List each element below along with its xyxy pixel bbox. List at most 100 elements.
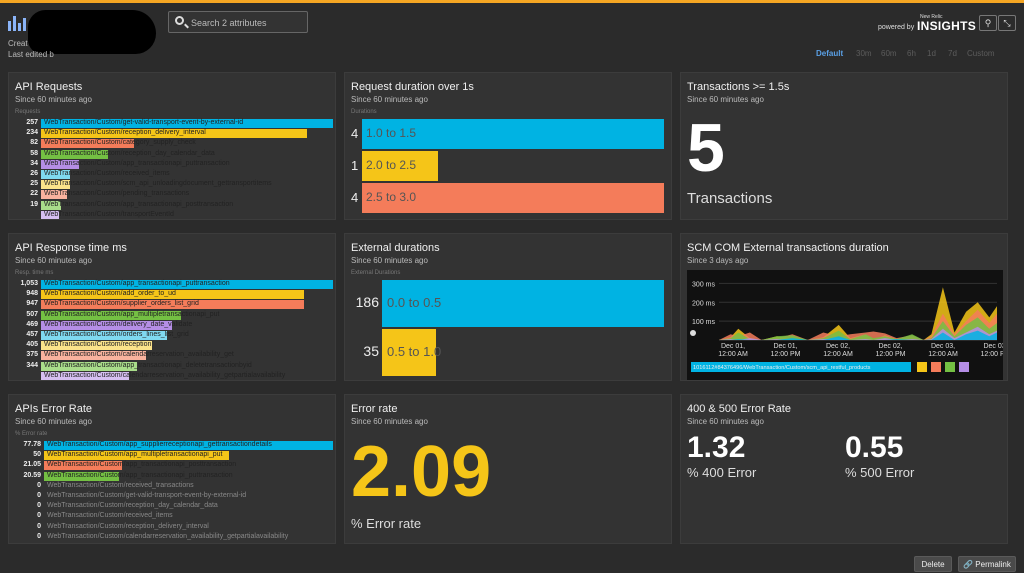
widget-400-500-error[interactable]: 400 & 500 Error Rate Since 60 minutes ag… — [680, 394, 1008, 544]
x-tick-label-time: 12:00 PM — [981, 351, 1003, 358]
dashboard-icon — [8, 13, 28, 31]
column-label: Durations — [351, 109, 377, 115]
time-option-custom[interactable]: Custom — [967, 49, 995, 58]
time-option-default[interactable]: Default — [816, 49, 844, 58]
list-item-bar — [41, 351, 147, 361]
time-option-1d[interactable]: 1d — [927, 49, 936, 58]
area-series — [719, 330, 997, 340]
list-item-bar — [41, 159, 79, 169]
list-item-label: WebTransaction/Custom/app_transactionapi… — [44, 200, 234, 208]
list-item-bar — [41, 190, 68, 200]
attribute-search[interactable] — [168, 11, 308, 33]
list-item-value: 1,053 — [20, 280, 38, 287]
duration-range-label: 0.0 to 0.5 — [387, 295, 442, 310]
list-item-label: WebTransaction/Custom/reception_delivery… — [47, 522, 209, 530]
widget-api-response-time[interactable]: API Response time ms Since 60 minutes ag… — [8, 233, 336, 381]
time-option-6h[interactable]: 6h — [907, 49, 916, 58]
x-tick-label-date: Dec 01, — [773, 343, 797, 350]
search-input[interactable] — [189, 14, 307, 32]
y-tick-label: 200 ms — [692, 300, 715, 307]
duration-bar[interactable] — [362, 119, 664, 149]
widget-title: Transactions >= 1.5s — [687, 81, 790, 93]
list-item-value: 0 — [37, 492, 41, 499]
widget-external-durations[interactable]: External durations Since 60 minutes ago … — [344, 233, 672, 381]
duration-count: 4 — [351, 126, 359, 141]
list-item-value: 0 — [37, 481, 41, 489]
list-item-value: 507 — [26, 310, 38, 318]
column-label: External Durations — [351, 270, 401, 276]
widget-api-requests[interactable]: API Requests Since 60 minutes ago Reques… — [8, 72, 336, 220]
x-tick-label-time: 12:00 AM — [823, 351, 853, 358]
duration-count: 35 — [363, 343, 379, 359]
list-item-value: 457 — [26, 331, 38, 338]
list-item-value: 0 — [37, 512, 41, 520]
list-item-bar — [41, 129, 307, 139]
widget-api-error-rate[interactable]: APIs Error Rate Since 60 minutes ago % E… — [8, 394, 336, 544]
search-icon — [175, 16, 184, 25]
list-item-value: 344 — [26, 361, 38, 369]
eye-icon — [690, 330, 696, 336]
list-item-value: 257 — [26, 119, 38, 126]
powered-by-label: powered by — [878, 24, 915, 31]
duration-bar[interactable] — [362, 151, 438, 181]
time-option-60m[interactable]: 60m — [881, 49, 897, 58]
list-item-bar — [41, 300, 304, 310]
list-item-bar — [44, 461, 123, 471]
widget-subtitle: Since 60 minutes ago — [351, 95, 428, 104]
legend-chip — [959, 362, 969, 372]
list-item-value: 50 — [33, 451, 41, 459]
pin-icon[interactable]: ⚲ — [979, 15, 997, 31]
area-chart[interactable]: 300 ms 200 ms 100 ms Dec 01, 12:00 AM Dec 01,… — [687, 270, 1007, 380]
y-tick-label: 300 ms — [692, 281, 715, 288]
legend-chip — [931, 362, 941, 372]
widget-title: APIs Error Rate — [15, 403, 93, 415]
top-accent-bar — [0, 0, 1024, 3]
delete-button[interactable]: Delete — [914, 556, 952, 572]
duration-count: 1 — [351, 158, 359, 173]
permalink-button[interactable]: 🔗 Permalink — [958, 556, 1016, 572]
legend-label: 1016112#84376496/WebTransaction/Custom/s… — [693, 365, 871, 371]
list-item-value: 20.59 — [23, 471, 41, 479]
widget-subtitle: Since 60 minutes ago — [687, 95, 764, 104]
column-label: Requests — [15, 109, 41, 115]
list-item-value: 19 — [30, 200, 38, 208]
widget-title: API Response time ms — [15, 242, 127, 254]
list-item-value: 77.78 — [23, 441, 41, 448]
list-item-label: WebTransaction/Custom/app_supplierrecept… — [47, 441, 272, 448]
widget-subtitle: Since 60 minutes ago — [351, 417, 428, 426]
list-item-bar — [41, 139, 135, 149]
list-item-label: WebTransaction/Custom/app_multipletransa… — [47, 451, 223, 459]
list-item-value: 82 — [30, 139, 38, 147]
duration-range-label: 0.5 to 1.0 — [387, 344, 442, 359]
duration-bar[interactable] — [382, 329, 436, 376]
list-item-bar — [41, 331, 167, 340]
time-option-7d[interactable]: 7d — [948, 49, 957, 58]
x-tick-label-date: Dec 02, — [878, 343, 902, 350]
list-item-value: 21.05 — [23, 461, 41, 469]
duration-bar[interactable] — [362, 183, 664, 213]
widget-title: API Requests — [15, 81, 83, 93]
list-item-label: WebTransaction/Custom/app_multipletransa… — [44, 310, 220, 318]
list-item-value: 469 — [26, 320, 38, 328]
list-item-label: WebTransaction/Custom/reception_day_cale… — [44, 149, 215, 157]
duration-bar[interactable] — [382, 280, 664, 327]
widget-subtitle: Since 60 minutes ago — [351, 256, 428, 265]
list-item-label: WebTransaction/Custom/calendarreservatio… — [44, 371, 286, 379]
list-item-label: WebTransaction/Custom/category_supply_ch… — [44, 139, 196, 147]
y-tick-label: 100 ms — [692, 319, 715, 326]
widget-scm-chart[interactable]: SCM COM External transactions duration S… — [680, 233, 1008, 381]
widget-title: External durations — [351, 242, 440, 254]
list-item-label: WebTransaction/Custom/add_order_to_ud — [44, 290, 176, 298]
widget-error-rate[interactable]: Error rate Since 60 minutes ago 2.09 % E… — [344, 394, 672, 544]
duration-range-label: 2.0 to 2.5 — [366, 158, 417, 172]
widget-transactions-15s[interactable]: Transactions >= 1.5s Since 60 minutes ag… — [680, 72, 1008, 220]
widget-title: Request duration over 1s — [351, 81, 474, 93]
time-option-30m[interactable]: 30m — [856, 49, 872, 58]
big-number: 2.09 — [351, 432, 492, 512]
list-item-value: 947 — [26, 300, 38, 308]
list-item-label: WebTransaction/Custom/received_transacti… — [47, 481, 194, 489]
fullscreen-icon[interactable]: ⤡ — [998, 15, 1016, 31]
list-item-label: WebTransaction/Custom/reception — [44, 341, 152, 349]
widget-request-duration[interactable]: Request duration over 1s Since 60 minute… — [344, 72, 672, 220]
widget-subtitle: Since 60 minutes ago — [687, 417, 764, 426]
